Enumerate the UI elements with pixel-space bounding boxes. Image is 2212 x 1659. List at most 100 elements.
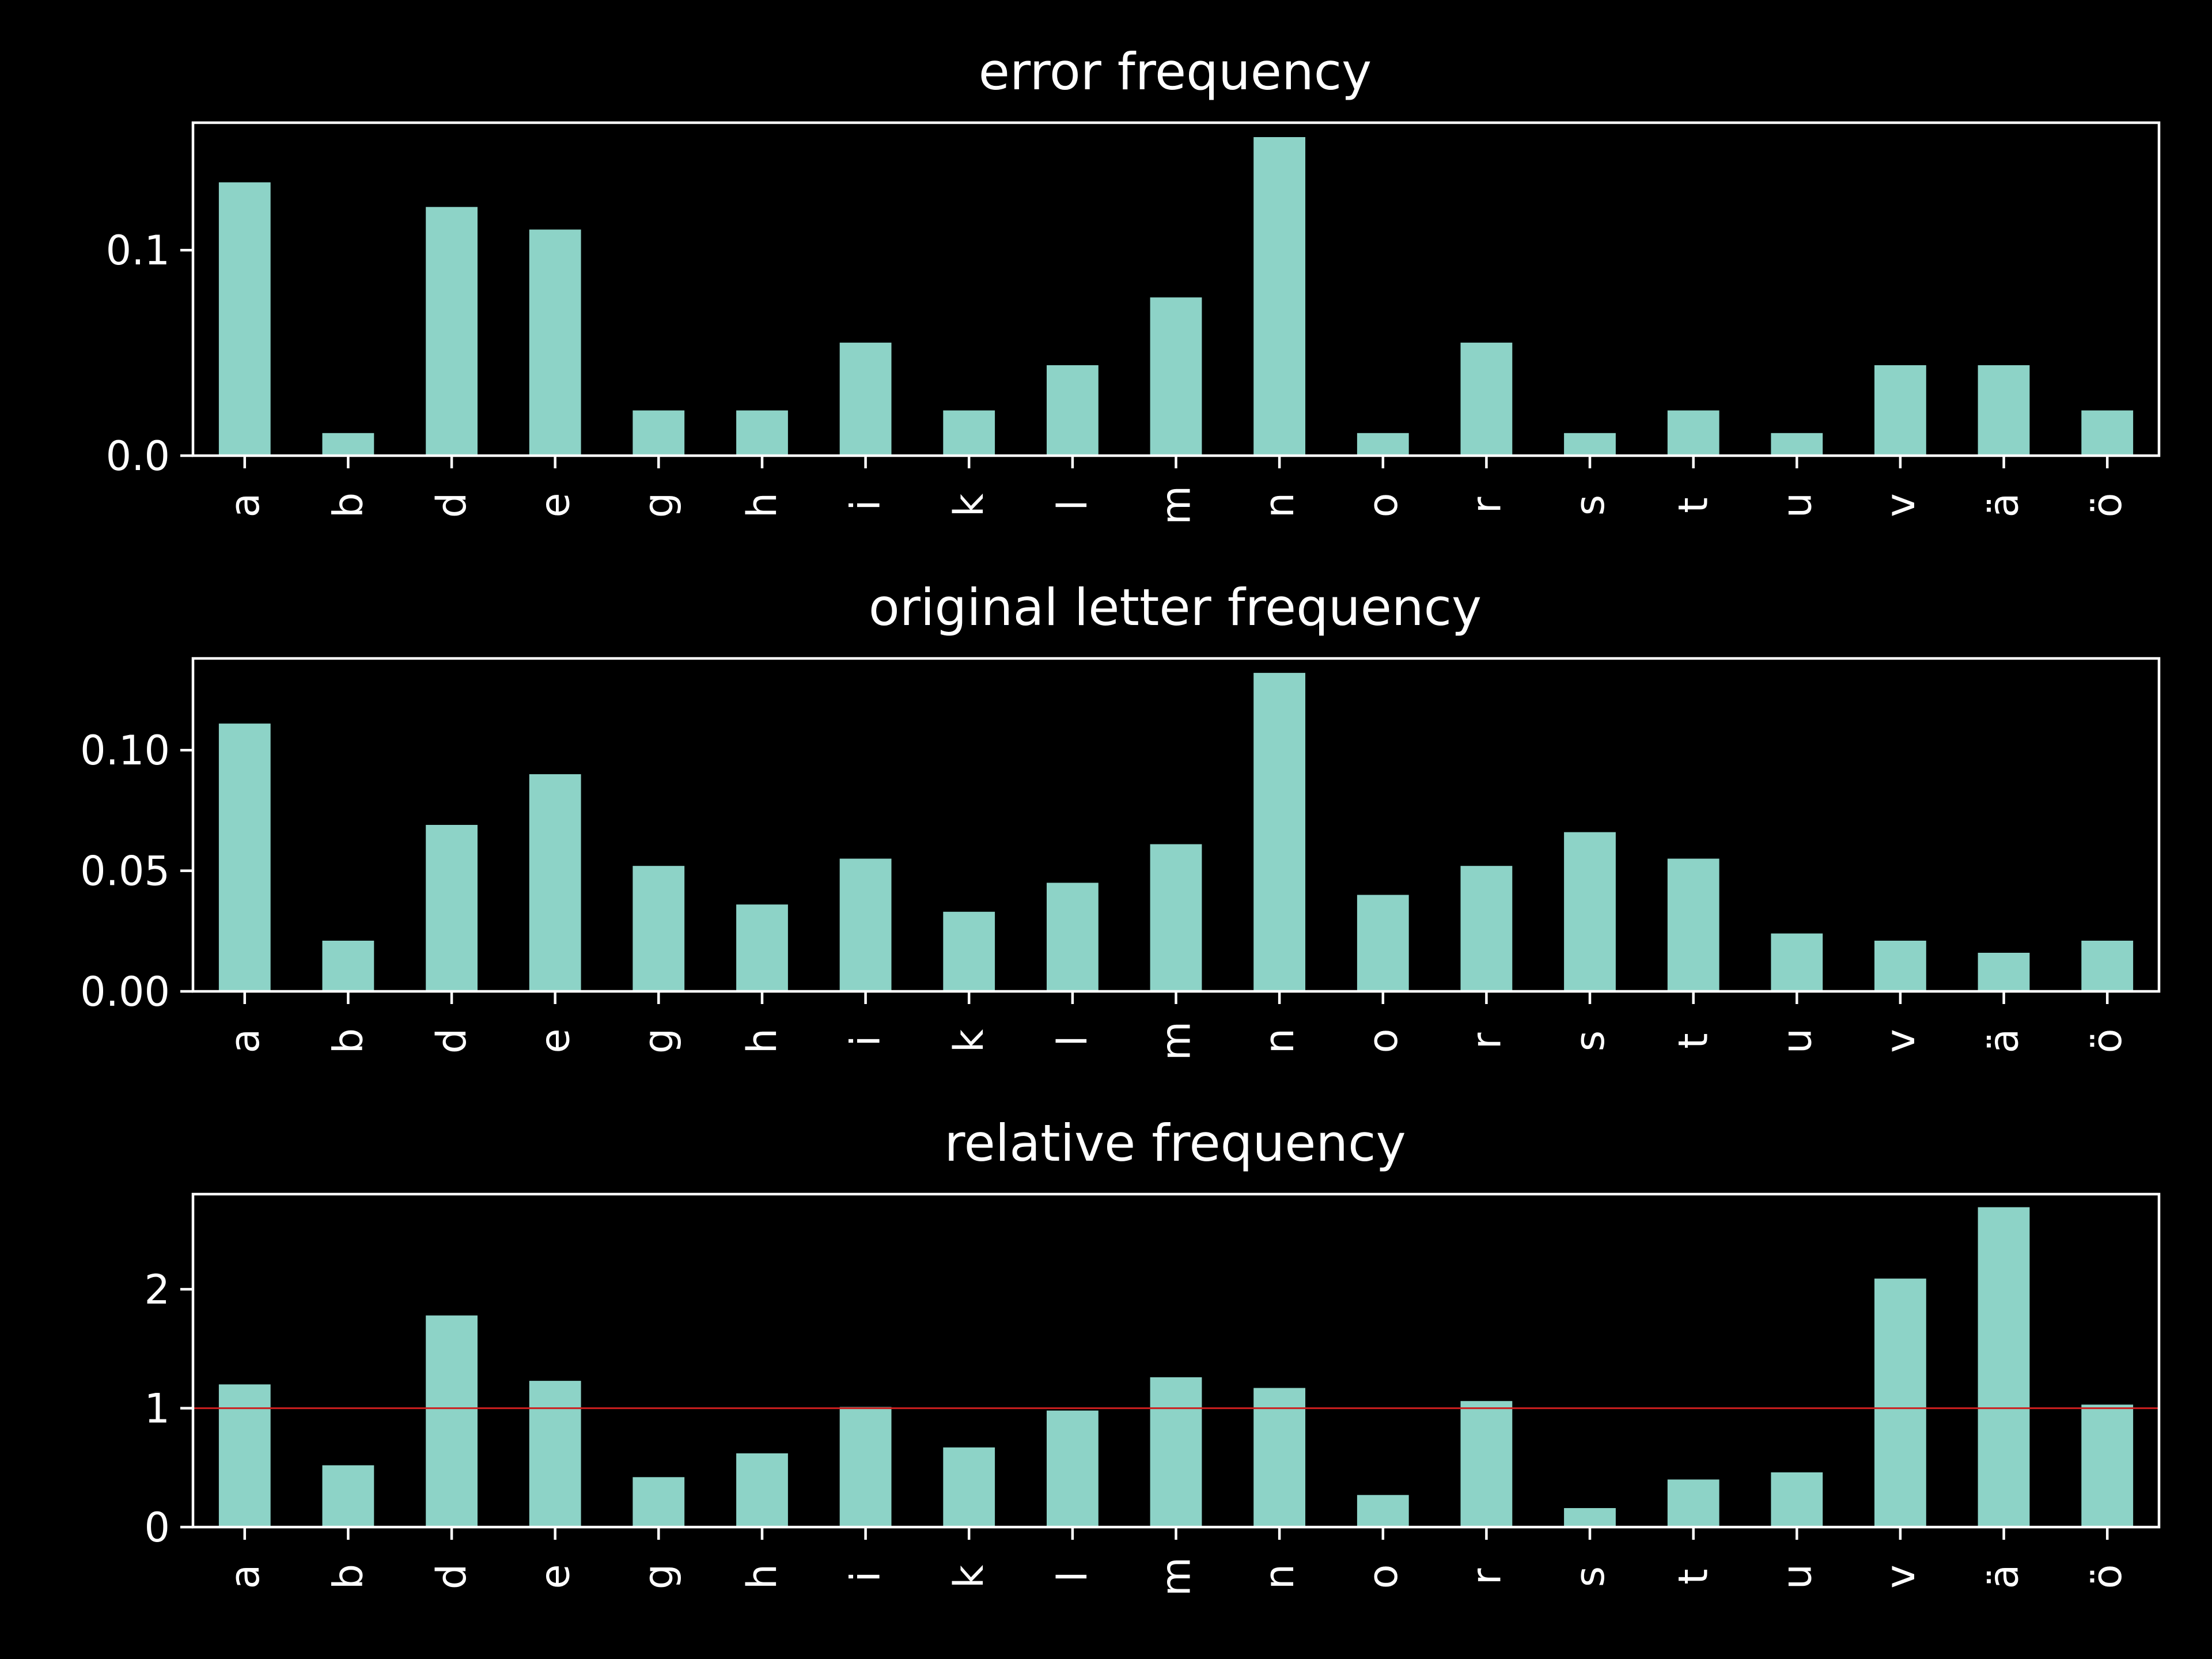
bar-m [1150, 1377, 1202, 1527]
x-tick-label: a [221, 1029, 268, 1054]
x-tick-label: e [532, 493, 579, 517]
bar-b [322, 1465, 374, 1527]
x-tick-label: m [1153, 486, 1200, 525]
bar-d [426, 207, 478, 456]
bar-i [839, 858, 892, 991]
x-tick-label: a [221, 1565, 268, 1589]
y-tick-label: 0.10 [80, 727, 170, 774]
bar-g [632, 410, 685, 456]
bar-e [529, 774, 581, 991]
x-tick-label: h [738, 1028, 786, 1054]
bar-s [1564, 433, 1616, 456]
axes-frame [191, 1192, 2161, 1529]
bar-e [529, 229, 581, 456]
bar-o [1357, 895, 1409, 991]
bar-t [1667, 1479, 1719, 1527]
x-tick-label: n [1256, 493, 1303, 518]
x-tick-label: m [1153, 1557, 1200, 1596]
bar-s [1564, 1508, 1616, 1527]
chart-title: original letter frequency [869, 578, 1482, 637]
bar-r [1460, 1401, 1513, 1527]
x-tick-label: m [1153, 1021, 1200, 1060]
x-tick-label: k [945, 1029, 993, 1052]
x-tick-label: ö [2084, 1565, 2131, 1589]
x-tick-label: o [1359, 1565, 1407, 1589]
bar-group [218, 1207, 2134, 1527]
x-tick-label: a [221, 493, 268, 518]
x-tick-label: l [1049, 1571, 1096, 1582]
y-tick-label: 2 [144, 1266, 170, 1313]
bar-i [839, 1407, 892, 1527]
x-tick-label: t [1670, 497, 1717, 513]
chart-title: error frequency [979, 42, 1372, 101]
tick-group: a b d e g h i k l m n o r s t u v ä ö 0.00 0.05 0.10 [80, 727, 2131, 1060]
x-tick-label: g [635, 493, 682, 518]
bar-l [1047, 882, 1099, 991]
x-tick-label: u [1773, 493, 1820, 518]
bar-group [218, 673, 2134, 991]
x-tick-label: d [428, 1564, 475, 1589]
x-tick-label: ä [1980, 1565, 2028, 1589]
bar-o [1357, 1495, 1409, 1527]
bar-ä [1978, 365, 2030, 456]
x-tick-label: r [1463, 1568, 1510, 1585]
bar-s [1564, 832, 1616, 991]
bar-h [736, 904, 788, 991]
x-tick-label: n [1256, 1028, 1303, 1054]
bar-r [1460, 342, 1513, 456]
x-tick-label: b [324, 1028, 372, 1054]
x-tick-label: u [1773, 1564, 1820, 1589]
x-tick-label: t [1670, 1569, 1717, 1584]
bar-r [1460, 866, 1513, 991]
bar-m [1150, 844, 1202, 991]
bar-ä [1978, 953, 2030, 991]
bar-g [632, 866, 685, 991]
bar-m [1150, 297, 1202, 456]
x-tick-label: v [1877, 1565, 1924, 1588]
x-tick-label: ä [1980, 1029, 2028, 1054]
bar-v [1874, 1278, 1926, 1527]
subplot-relative-frequency: relative frequency a b d e g h i k l m n o r s t u v ä ö 0 1… [144, 1113, 2161, 1596]
x-tick-label: g [635, 1564, 682, 1589]
x-tick-label: o [1359, 1029, 1407, 1054]
bar-k [943, 1447, 995, 1527]
x-tick-label: l [1049, 1035, 1096, 1046]
bar-v [1874, 365, 1926, 456]
bar-a [218, 182, 271, 456]
x-tick-label: b [324, 1564, 372, 1589]
x-tick-label: s [1566, 495, 1613, 516]
bar-ö [2081, 410, 2134, 456]
x-tick-label: i [842, 1035, 889, 1046]
x-tick-label: h [738, 1564, 786, 1589]
bar-u [1771, 1472, 1823, 1527]
x-tick-label: l [1049, 499, 1096, 510]
y-tick-label: 1 [144, 1385, 170, 1433]
x-tick-label: v [1877, 493, 1924, 517]
x-tick-label: i [842, 499, 889, 510]
bar-d [426, 825, 478, 991]
bar-t [1667, 858, 1719, 991]
bar-v [1874, 941, 1926, 991]
bar-o [1357, 433, 1409, 456]
tick-group: a b d e g h i k l m n o r s t u v ä ö 0.0 0.1 [106, 227, 2131, 525]
x-tick-label: t [1670, 1033, 1717, 1048]
axes-frame [191, 657, 2161, 993]
bar-b [322, 941, 374, 991]
y-tick-label: 0.1 [106, 227, 170, 274]
bar-a [218, 1384, 271, 1527]
x-tick-label: r [1463, 1032, 1510, 1049]
x-tick-label: d [428, 1028, 475, 1054]
bar-n [1253, 137, 1305, 456]
bar-h [736, 410, 788, 456]
x-tick-label: b [324, 493, 372, 518]
y-tick-label: 0.0 [106, 433, 170, 480]
subplot-error-frequency: error frequency a b d e g h i k l m n o r s t u v ä ö 0.0 0.… [106, 42, 2161, 525]
bar-d [426, 1315, 478, 1527]
x-tick-label: e [532, 1028, 579, 1053]
bar-b [322, 433, 374, 456]
bar-n [1253, 1388, 1305, 1527]
x-tick-label: u [1773, 1028, 1820, 1054]
x-tick-label: s [1566, 1566, 1613, 1587]
